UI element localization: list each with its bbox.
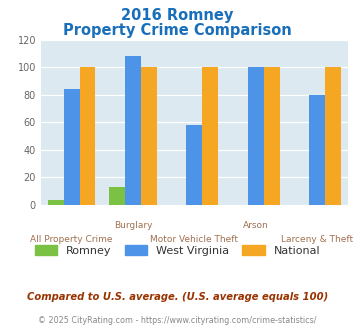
Bar [325,67,341,205]
Bar [264,67,280,205]
Bar [248,67,264,205]
Text: Property Crime Comparison: Property Crime Comparison [63,23,292,38]
Bar [64,89,80,205]
Text: Motor Vehicle Theft: Motor Vehicle Theft [151,235,238,244]
Bar [309,95,325,205]
Legend: Romney, West Virginia, National: Romney, West Virginia, National [31,240,324,260]
Bar [186,125,202,205]
Bar [202,67,218,205]
Bar [141,67,157,205]
Text: Burglary: Burglary [114,221,152,230]
Text: Larceny & Theft: Larceny & Theft [281,235,353,244]
Text: All Property Crime: All Property Crime [30,235,113,244]
Text: Arson: Arson [243,221,269,230]
Bar [48,200,64,205]
Bar [80,67,95,205]
Text: © 2025 CityRating.com - https://www.cityrating.com/crime-statistics/: © 2025 CityRating.com - https://www.city… [38,316,317,325]
Bar [109,187,125,205]
Text: Compared to U.S. average. (U.S. average equals 100): Compared to U.S. average. (U.S. average … [27,292,328,302]
Text: 2016 Romney: 2016 Romney [121,8,234,23]
Bar [125,56,141,205]
